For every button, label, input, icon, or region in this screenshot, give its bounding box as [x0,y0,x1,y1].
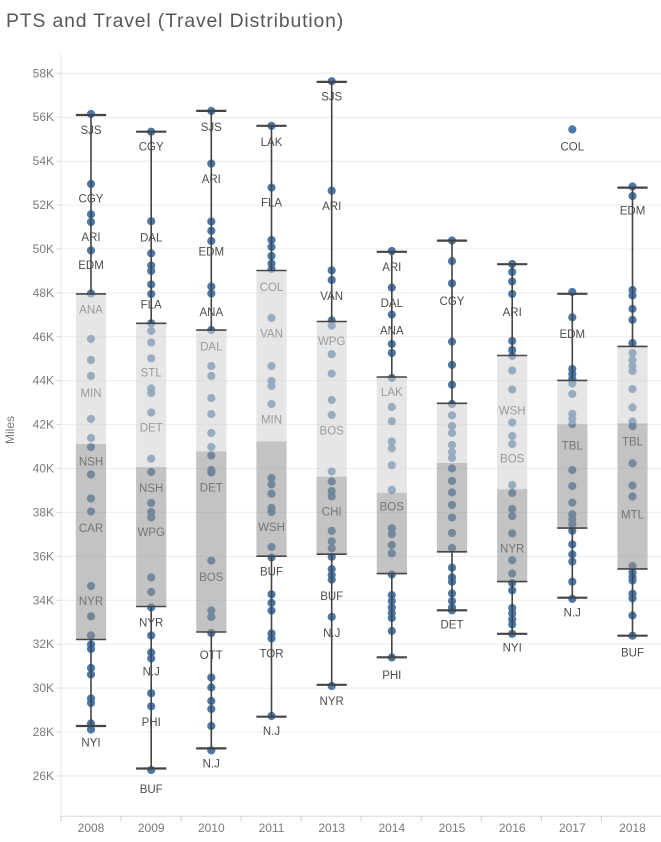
svg-text:26K: 26K [33,769,54,783]
svg-text:40K: 40K [33,462,54,476]
svg-text:2010: 2010 [198,821,225,835]
svg-text:2011: 2011 [259,821,285,835]
svg-text:46K: 46K [33,330,54,344]
svg-text:2013: 2013 [318,821,345,835]
svg-text:32K: 32K [33,637,54,651]
svg-text:50K: 50K [33,242,54,256]
svg-text:48K: 48K [33,286,54,300]
svg-text:56K: 56K [33,110,54,124]
svg-text:58K: 58K [33,66,54,80]
svg-text:BUF: BUF [621,648,644,660]
svg-text:44K: 44K [33,374,54,388]
svg-text:NYI: NYI [503,643,522,655]
svg-text:PTS and Travel (Travel Distrib: PTS and Travel (Travel Distribution) [6,10,344,32]
svg-text:NYI: NYI [81,737,100,749]
svg-text:42K: 42K [33,418,54,432]
svg-text:2017: 2017 [559,821,586,835]
svg-text:BUF: BUF [140,784,163,796]
svg-text:52K: 52K [33,198,54,212]
svg-text:38K: 38K [33,505,54,519]
svg-text:DET: DET [441,620,464,632]
svg-text:2008: 2008 [78,821,105,835]
svg-text:2014: 2014 [378,821,405,835]
svg-text:Miles: Miles [3,416,17,444]
svg-text:N.J: N.J [203,759,220,771]
svg-text:30K: 30K [33,681,54,695]
svg-text:36K: 36K [33,549,54,563]
svg-text:34K: 34K [33,593,54,607]
svg-text:2015: 2015 [439,821,466,835]
svg-text:NYR: NYR [320,696,344,708]
svg-text:2009: 2009 [138,821,165,835]
svg-text:2018: 2018 [619,821,646,835]
svg-text:N.J: N.J [263,726,280,738]
svg-text:PHI: PHI [382,670,401,682]
svg-text:N.J: N.J [564,608,581,620]
svg-text:54K: 54K [33,154,54,168]
svg-text:28K: 28K [33,725,54,739]
svg-text:COL: COL [560,142,584,154]
svg-text:2016: 2016 [499,821,526,835]
